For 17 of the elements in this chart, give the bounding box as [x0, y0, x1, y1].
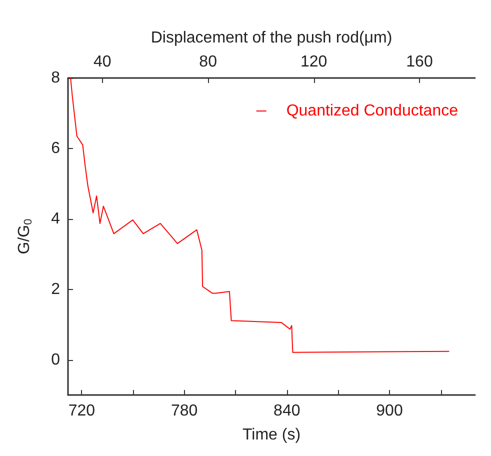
y-tick-label: 0	[51, 351, 60, 368]
x-tick-label: 900	[376, 402, 403, 420]
x-tick-label: 720	[68, 402, 96, 420]
x2-axis-title: Displacement of the push rod(μm)	[150, 30, 392, 46]
y-tick-label: 6	[51, 140, 60, 157]
x-tick-label: 780	[170, 402, 198, 420]
x-tick-label: 840	[274, 402, 300, 420]
y-tick-label: 8	[51, 70, 60, 86]
x2-tick-label: 160	[406, 54, 433, 70]
x2-tick-label: 80	[199, 54, 218, 70]
x2-tick-label: 40	[93, 54, 112, 70]
y-axis-title: G/G0	[16, 218, 34, 254]
legend-label: Quantized Conductance	[286, 102, 458, 120]
x-axis-title: Time (s)	[242, 426, 301, 444]
y-tick-label: 2	[51, 280, 60, 298]
y-tick-label: 4	[51, 210, 60, 228]
x2-tick-label: 120	[300, 54, 328, 70]
